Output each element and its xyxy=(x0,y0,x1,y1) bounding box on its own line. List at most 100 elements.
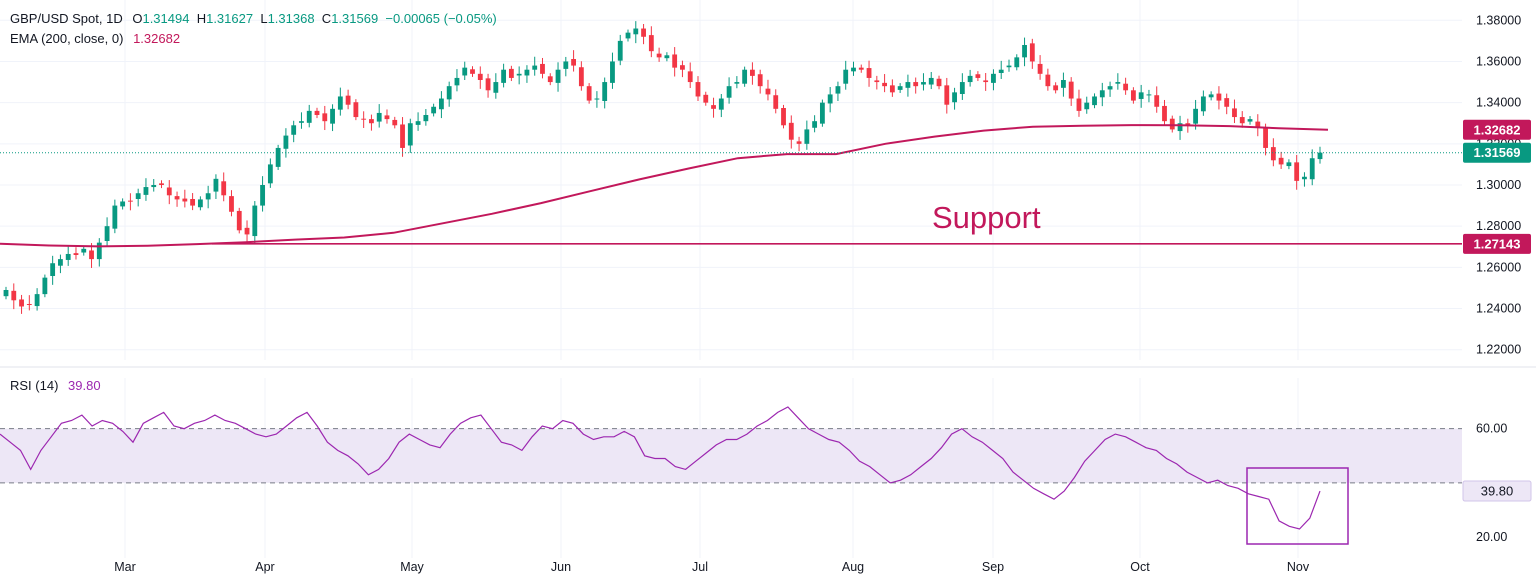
candle-body xyxy=(275,147,281,167)
candle-body xyxy=(967,75,973,83)
candle-body xyxy=(882,82,888,87)
candle-body xyxy=(633,28,639,35)
candle-body xyxy=(42,277,48,295)
rsi-axis[interactable]: 20.00 60.00 xyxy=(1476,422,1507,544)
candle-body xyxy=(547,76,553,83)
candle-body xyxy=(594,98,600,100)
candle-body xyxy=(905,82,911,88)
candle-body xyxy=(1162,105,1167,122)
candle-body xyxy=(586,86,592,101)
candle-body xyxy=(1107,86,1113,90)
candle-body xyxy=(1302,176,1307,180)
time-tick-label: Jun xyxy=(551,560,571,574)
last-price-badge-text: 1.31569 xyxy=(1474,145,1521,160)
candle-body xyxy=(213,178,219,192)
candle-body xyxy=(89,250,94,260)
open-value: 1.31494 xyxy=(142,11,190,26)
time-tick-label: Apr xyxy=(255,560,274,574)
candle-body xyxy=(143,187,149,195)
candle-body xyxy=(127,200,133,202)
candle-body xyxy=(244,227,250,235)
price-badges: 1.32682 1.31569 1.27143 39.80 xyxy=(1462,119,1532,502)
candle-body xyxy=(407,123,413,146)
ohlc-legend[interactable]: GBP/USD Spot, 1D O1.31494 H1.31627 L1.31… xyxy=(10,11,497,26)
candle-body xyxy=(781,108,786,126)
rsi-tick-label: 60.00 xyxy=(1476,422,1507,436)
ema-legend[interactable]: EMA (200, close, 0) 1.32682 xyxy=(10,31,180,46)
candle-body xyxy=(174,196,180,200)
rsi-legend-value: 39.80 xyxy=(68,378,101,393)
price-axis[interactable]: 1.220001.240001.260001.280001.300001.320… xyxy=(1476,13,1521,356)
candle-body xyxy=(1309,158,1315,180)
candle-body xyxy=(1014,57,1020,68)
candle-body xyxy=(959,82,965,94)
ema-badge-text: 1.32682 xyxy=(1474,122,1521,137)
candle-body xyxy=(3,290,9,297)
candle-body xyxy=(532,65,538,70)
candle-body xyxy=(897,86,903,90)
ema-legend-value: 1.32682 xyxy=(133,31,181,46)
candle-body xyxy=(190,199,196,206)
candle-body xyxy=(889,85,895,93)
candle-body xyxy=(438,98,444,110)
candle-body xyxy=(555,69,561,83)
candle-body xyxy=(1216,93,1222,101)
candle-body xyxy=(921,82,926,85)
candle-body xyxy=(314,110,320,115)
candle-body xyxy=(540,63,545,74)
close-value: 1.31569 xyxy=(331,11,379,26)
candle-body xyxy=(166,187,172,196)
rsi-line xyxy=(0,406,1321,530)
candle-body xyxy=(664,55,670,59)
candle-body xyxy=(1061,80,1066,88)
candle-body xyxy=(299,121,304,123)
candle-body xyxy=(151,185,157,188)
candle-body xyxy=(1037,63,1043,74)
candle-body xyxy=(337,96,343,110)
candle-body xyxy=(485,78,491,91)
candle-body xyxy=(376,112,382,122)
candle-body xyxy=(711,105,716,109)
time-axis[interactable]: Mar Apr May Jun Jul Aug Sep Oct Nov xyxy=(114,560,1310,574)
time-tick-label: May xyxy=(400,560,424,574)
candle-body xyxy=(205,193,211,200)
candle-body xyxy=(991,73,996,83)
candle-body xyxy=(34,294,40,307)
price-tick-label: 1.38000 xyxy=(1476,13,1521,27)
candle-body xyxy=(913,82,919,87)
rsi-badge-text: 39.80 xyxy=(1481,484,1514,499)
candle-body xyxy=(998,69,1004,73)
candle-body xyxy=(773,95,779,109)
time-tick-label: Sep xyxy=(982,560,1004,574)
candle-body xyxy=(65,253,71,260)
candle-body xyxy=(1053,85,1059,91)
symbol-label[interactable]: GBP/USD Spot, 1D xyxy=(10,11,123,26)
candle-body xyxy=(1006,65,1012,68)
candle-body xyxy=(400,124,405,148)
time-tick-label: Oct xyxy=(1130,560,1150,574)
candle-body xyxy=(330,108,335,124)
last-price-badge-bg xyxy=(1463,142,1531,163)
rsi-legend[interactable]: RSI (14) 39.80 xyxy=(10,378,101,393)
candle-body xyxy=(1177,123,1183,132)
candle-body xyxy=(454,77,460,86)
candle-body xyxy=(159,183,164,185)
candle-body xyxy=(516,73,522,76)
candle-body xyxy=(819,102,825,124)
candle-body xyxy=(1130,90,1136,101)
candle-body xyxy=(81,248,87,253)
candle-body xyxy=(361,118,367,120)
candle-body xyxy=(431,106,437,114)
candle-body xyxy=(1123,83,1129,91)
candle-body xyxy=(291,125,297,135)
candle-body xyxy=(983,80,989,83)
candle-body xyxy=(470,69,475,74)
candle-body xyxy=(73,253,79,255)
candle-body xyxy=(703,94,709,103)
candle-body xyxy=(423,115,429,122)
candle-body xyxy=(1247,119,1253,122)
candle-body xyxy=(267,164,273,184)
candle-body xyxy=(1068,81,1074,99)
candle-body xyxy=(524,69,530,76)
price-tick-label: 1.30000 xyxy=(1476,178,1521,192)
